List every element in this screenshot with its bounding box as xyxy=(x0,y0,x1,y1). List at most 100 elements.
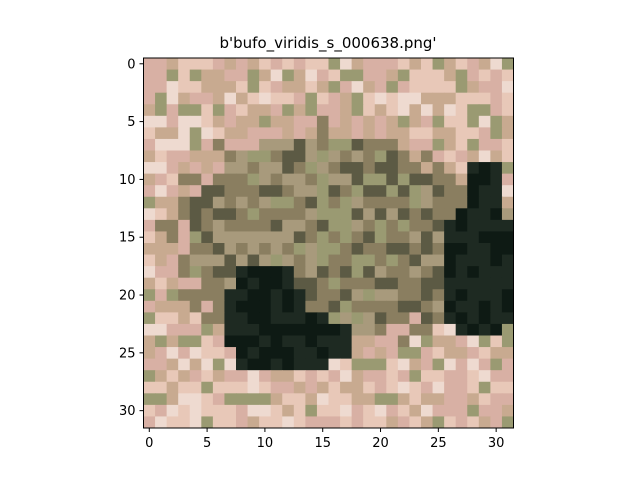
image-pixel xyxy=(166,335,179,348)
image-pixel xyxy=(259,289,272,302)
image-pixel xyxy=(247,312,260,325)
image-pixel xyxy=(432,416,445,429)
image-pixel xyxy=(328,104,341,117)
image-pixel xyxy=(409,115,422,128)
image-pixel xyxy=(340,58,353,71)
image-pixel xyxy=(328,69,341,82)
image-pixel xyxy=(478,185,491,198)
image-pixel xyxy=(155,127,168,140)
image-pixel xyxy=(247,115,260,128)
image-pixel xyxy=(236,138,249,151)
image-pixel xyxy=(143,312,156,325)
image-pixel xyxy=(490,243,503,256)
image-pixel xyxy=(386,196,399,209)
image-pixel xyxy=(293,138,306,151)
image-pixel xyxy=(224,393,237,406)
image-pixel xyxy=(374,347,387,360)
image-pixel xyxy=(397,92,410,105)
image-pixel xyxy=(444,150,457,163)
image-pixel xyxy=(212,150,225,163)
image-pixel xyxy=(178,127,191,140)
image-pixel xyxy=(397,254,410,267)
image-pixel xyxy=(201,266,214,279)
image-pixel xyxy=(374,173,387,186)
image-pixel xyxy=(282,162,295,175)
image-pixel xyxy=(201,58,214,71)
image-pixel xyxy=(501,335,514,348)
image-pixel xyxy=(305,347,318,360)
image-pixel xyxy=(212,104,225,117)
image-pixel xyxy=(421,335,434,348)
image-pixel xyxy=(189,381,202,394)
image-pixel xyxy=(444,185,457,198)
image-pixel xyxy=(467,196,480,209)
image-pixel xyxy=(432,150,445,163)
image-pixel xyxy=(490,115,503,128)
image-pixel xyxy=(155,138,168,151)
image-pixel xyxy=(432,381,445,394)
image-pixel xyxy=(432,393,445,406)
image-pixel xyxy=(201,358,214,371)
image-pixel xyxy=(270,69,283,82)
image-pixel xyxy=(340,115,353,128)
image-pixel xyxy=(363,358,376,371)
image-pixel xyxy=(467,289,480,302)
image-pixel xyxy=(478,370,491,383)
image-pixel xyxy=(386,219,399,232)
image-pixel xyxy=(328,219,341,232)
image-pixel xyxy=(282,358,295,371)
image-pixel xyxy=(282,370,295,383)
image-pixel xyxy=(282,300,295,313)
image-pixel xyxy=(305,138,318,151)
image-pixel xyxy=(201,115,214,128)
image-pixel xyxy=(467,370,480,383)
image-pixel xyxy=(397,404,410,417)
image-pixel xyxy=(397,162,410,175)
image-pixel xyxy=(374,81,387,94)
image-pixel xyxy=(189,370,202,383)
image-pixel xyxy=(316,312,329,325)
image-pixel xyxy=(409,127,422,140)
image-pixel xyxy=(467,92,480,105)
image-pixel xyxy=(432,127,445,140)
image-pixel xyxy=(397,58,410,71)
image-pixel xyxy=(351,138,364,151)
image-pixel xyxy=(374,162,387,175)
image-pixel xyxy=(501,219,514,232)
image-pixel xyxy=(467,115,480,128)
image-pixel xyxy=(201,277,214,290)
image-pixel xyxy=(397,138,410,151)
image-pixel xyxy=(501,416,514,429)
image-pixel xyxy=(421,208,434,221)
image-pixel xyxy=(293,381,306,394)
image-pixel xyxy=(351,243,364,256)
image-pixel xyxy=(143,347,156,360)
image-pixel xyxy=(259,81,272,94)
image-pixel xyxy=(467,335,480,348)
image-pixel xyxy=(351,58,364,71)
image-pixel xyxy=(421,219,434,232)
image-pixel xyxy=(444,254,457,267)
image-pixel xyxy=(363,289,376,302)
image-pixel xyxy=(166,358,179,371)
image-pixel xyxy=(293,208,306,221)
image-pixel xyxy=(259,416,272,429)
image-pixel xyxy=(363,300,376,313)
image-pixel xyxy=(155,358,168,371)
image-pixel xyxy=(444,277,457,290)
image-pixel xyxy=(501,231,514,244)
image-pixel xyxy=(212,81,225,94)
image-pixel xyxy=(340,312,353,325)
image-pixel xyxy=(397,323,410,336)
image-pixel xyxy=(270,231,283,244)
image-pixel xyxy=(363,312,376,325)
image-pixel xyxy=(201,92,214,105)
image-pixel xyxy=(374,358,387,371)
image-pixel xyxy=(282,393,295,406)
image-pixel xyxy=(409,185,422,198)
image-pixel xyxy=(189,393,202,406)
image-pixel xyxy=(444,243,457,256)
image-pixel xyxy=(421,243,434,256)
image-pixel xyxy=(259,243,272,256)
image-pixel xyxy=(340,404,353,417)
